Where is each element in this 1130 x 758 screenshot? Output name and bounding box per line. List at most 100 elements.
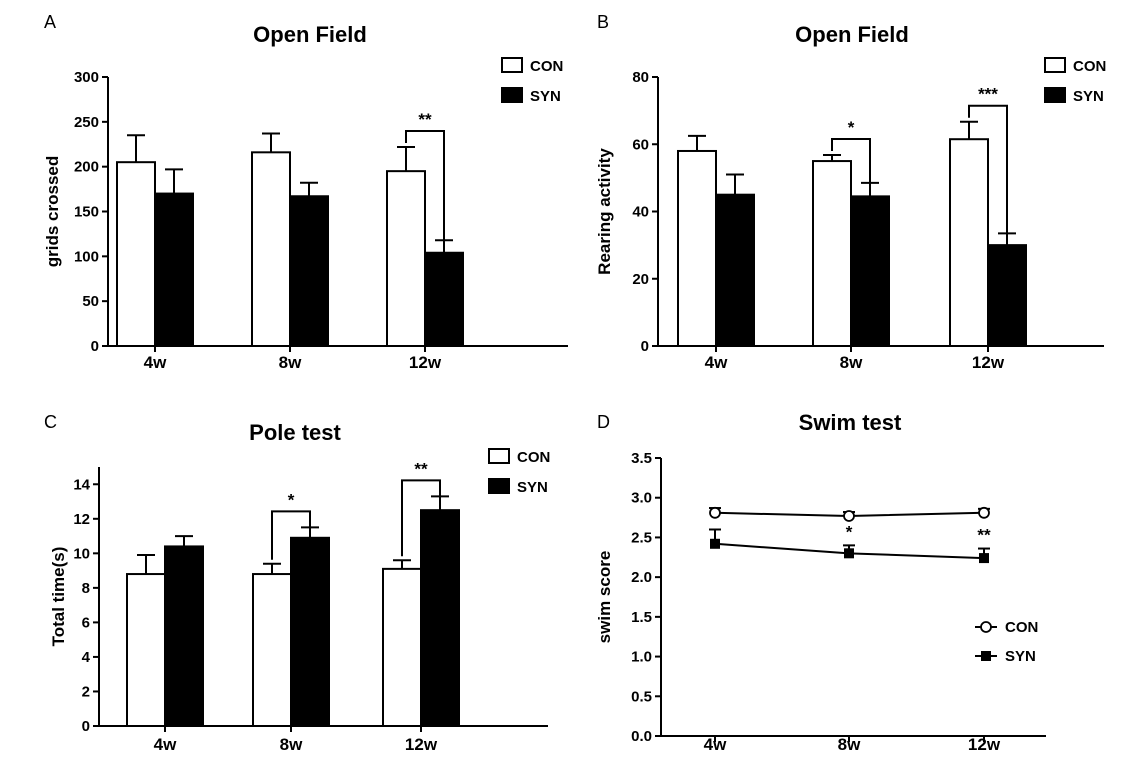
bar-con-12w bbox=[382, 567, 422, 728]
bar-syn-8w bbox=[850, 195, 890, 347]
bar-syn-12w bbox=[424, 251, 464, 348]
legend-label: SYN bbox=[1005, 648, 1036, 665]
x-tick-label: 4w bbox=[144, 353, 167, 372]
y-tick-label: 0.5 bbox=[631, 688, 652, 705]
significance-label: ** bbox=[414, 459, 428, 478]
x-tick-label: 4w bbox=[154, 735, 177, 754]
bar-con-12w bbox=[386, 170, 426, 347]
y-tick-label: 4 bbox=[82, 649, 91, 666]
y-tick-label: 10 bbox=[73, 545, 90, 562]
data-point-con bbox=[843, 510, 855, 522]
y-tick-label: 6 bbox=[82, 614, 90, 631]
chart-title: Pole test bbox=[249, 420, 341, 445]
x-tick-label: 12w bbox=[968, 735, 1001, 754]
bar-syn-8w bbox=[289, 195, 329, 347]
y-tick-label: 1.0 bbox=[631, 649, 652, 666]
significance-bracket bbox=[405, 129, 445, 251]
bar-con-4w bbox=[126, 573, 166, 728]
y-tick-label: 14 bbox=[73, 476, 90, 493]
legend-swatch-con bbox=[501, 57, 523, 73]
y-tick-label: 100 bbox=[74, 248, 99, 265]
chart-panel-b: B Open Field Rearing activity 0 20 40 60 80 4w 8w… bbox=[595, 12, 1106, 372]
significance-label: * bbox=[288, 490, 295, 509]
y-tick-label: 60 bbox=[632, 136, 649, 153]
bar-syn-4w bbox=[715, 193, 755, 347]
data-point-syn bbox=[844, 548, 854, 559]
significance-label: * bbox=[848, 118, 855, 137]
y-tick-label: 8 bbox=[82, 580, 90, 597]
data-point-syn bbox=[710, 538, 720, 549]
legend-swatch-syn bbox=[488, 478, 510, 494]
significance-label: ** bbox=[977, 526, 991, 545]
y-tick-label: 0 bbox=[91, 338, 99, 355]
x-tick-label: 8w bbox=[838, 735, 861, 754]
bar-syn-12w bbox=[420, 509, 460, 727]
legend-marker-square bbox=[981, 651, 991, 661]
legend-label: SYN bbox=[517, 479, 548, 496]
y-tick-label: 0 bbox=[641, 338, 649, 355]
chart-title: Open Field bbox=[795, 22, 909, 47]
y-tick-label: 300 bbox=[74, 69, 99, 86]
data-point-syn bbox=[979, 553, 989, 564]
chart-panel-d: D Swim test swim score 0.0 0.5 1.0 1.5 2.0 2.5 3.… bbox=[595, 410, 1046, 754]
bar-con-4w bbox=[677, 149, 717, 347]
data-point-con bbox=[978, 506, 990, 519]
legend-marker-circle bbox=[980, 621, 992, 633]
y-axis-label: swim score bbox=[595, 551, 614, 644]
significance-bracket bbox=[968, 104, 1008, 244]
bar-syn-12w bbox=[987, 244, 1027, 347]
bar-con-8w bbox=[251, 151, 291, 347]
legend-swatch-syn bbox=[1044, 87, 1066, 103]
y-tick-label: 2.5 bbox=[631, 529, 652, 546]
bar-syn-4w bbox=[164, 545, 204, 728]
significance-label: *** bbox=[978, 85, 998, 104]
bar-con-8w bbox=[812, 160, 852, 347]
y-tick-label: 50 bbox=[82, 293, 99, 310]
x-tick-label: 8w bbox=[280, 735, 303, 754]
bar-syn-8w bbox=[290, 536, 330, 727]
panel-letter: C bbox=[44, 412, 57, 432]
y-tick-label: 2.0 bbox=[631, 569, 652, 586]
y-tick-label: 3.5 bbox=[631, 450, 652, 467]
y-tick-label: 12 bbox=[73, 511, 90, 528]
y-tick-label: 200 bbox=[74, 159, 99, 176]
significance-bracket bbox=[271, 510, 311, 560]
legend-label: CON bbox=[517, 449, 550, 466]
y-axis-label: grids crossed bbox=[43, 156, 62, 268]
y-tick-label: 40 bbox=[632, 204, 649, 221]
x-tick-label: 12w bbox=[409, 353, 442, 372]
panel-letter: B bbox=[597, 12, 609, 32]
x-tick-label: 8w bbox=[840, 353, 863, 372]
significance-label: ** bbox=[418, 110, 432, 129]
y-axis-label: Rearing activity bbox=[595, 148, 614, 275]
legend-label: CON bbox=[530, 58, 563, 75]
legend-swatch-syn bbox=[501, 87, 523, 103]
bar-con-4w bbox=[116, 161, 156, 347]
legend-label: CON bbox=[1005, 619, 1038, 636]
y-tick-label: 3.0 bbox=[631, 490, 652, 507]
legend-swatch-con bbox=[1044, 57, 1066, 73]
x-tick-label: 4w bbox=[704, 735, 727, 754]
significance-bracket bbox=[401, 479, 441, 557]
legend-label: SYN bbox=[1073, 88, 1104, 105]
y-tick-label: 250 bbox=[74, 114, 99, 131]
y-tick-label: 0.0 bbox=[631, 728, 652, 745]
x-tick-label: 4w bbox=[705, 353, 728, 372]
chart-panel-c: C Pole test Total time(s) 0 2 4 6 8 10 12 14 4w 8w 12… bbox=[44, 412, 550, 754]
bar-con-12w bbox=[949, 138, 989, 347]
y-tick-label: 80 bbox=[632, 69, 649, 86]
y-tick-label: 1.5 bbox=[631, 609, 652, 626]
y-tick-label: 20 bbox=[632, 271, 649, 288]
x-tick-label: 8w bbox=[279, 353, 302, 372]
bar-syn-4w bbox=[154, 192, 194, 347]
legend-label: CON bbox=[1073, 58, 1106, 75]
y-axis-label: Total time(s) bbox=[49, 547, 68, 647]
y-tick-label: 0 bbox=[82, 718, 90, 735]
panel-letter: A bbox=[44, 12, 56, 32]
x-tick-label: 12w bbox=[405, 735, 438, 754]
x-tick-label: 12w bbox=[972, 353, 1005, 372]
chart-title: Open Field bbox=[253, 22, 367, 47]
significance-bracket bbox=[831, 138, 871, 195]
y-tick-label: 150 bbox=[74, 204, 99, 221]
